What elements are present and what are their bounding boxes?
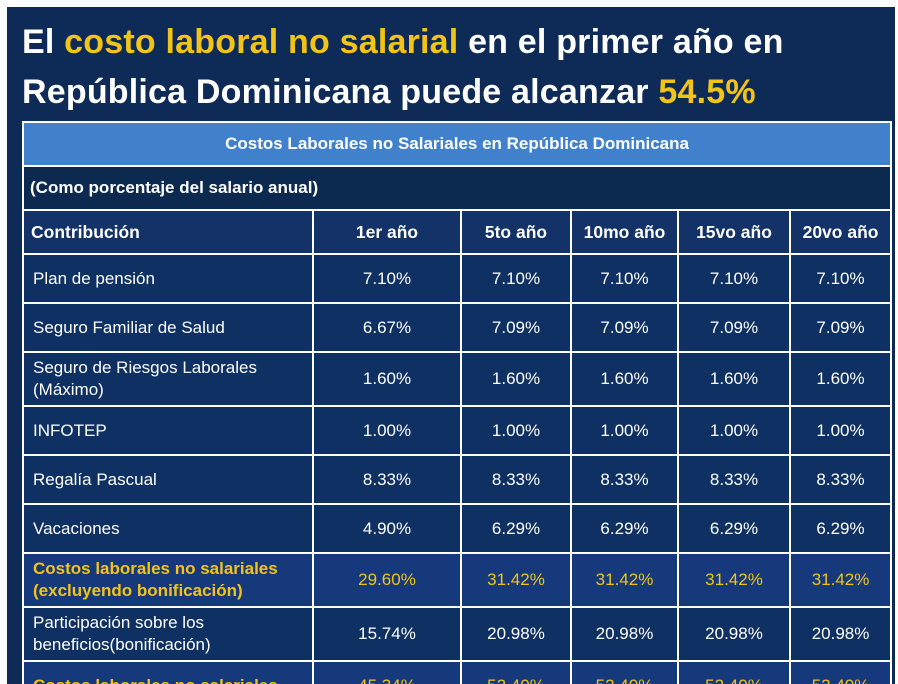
labor-costs-table: Costos Laborales no Salariales en Repúbl…: [21, 121, 893, 684]
table-row: INFOTEP 1.00% 1.00% 1.00% 1.00% 1.00%: [22, 405, 893, 456]
column-header-year: 20vo año: [788, 209, 893, 255]
table-row: Plan de pensión 7.10% 7.10% 7.10% 7.10% 7.10%: [22, 253, 893, 304]
title-highlight-text: costo laboral no salarial: [64, 23, 459, 61]
table-row: Regalía Pascual 8.33% 8.33% 8.33% 8.33% 8.33%: [22, 454, 893, 505]
row-value: 7.09%: [677, 302, 791, 353]
row-value: 6.67%: [312, 302, 462, 353]
row-value: 7.09%: [570, 302, 679, 353]
row-label: Seguro Familiar de Salud: [22, 302, 314, 353]
row-value: 1.60%: [312, 351, 462, 407]
row-value: 1.60%: [788, 351, 893, 407]
row-value: 6.29%: [677, 503, 791, 554]
row-value: 1.00%: [460, 405, 572, 456]
row-value: 20.98%: [677, 606, 791, 662]
row-value: 52.40%: [788, 660, 893, 684]
row-value: 31.42%: [677, 552, 791, 608]
column-header-year: 1er año: [312, 209, 462, 255]
column-header-year: 15vo año: [677, 209, 791, 255]
table-row: Vacaciones 4.90% 6.29% 6.29% 6.29% 6.29%: [22, 503, 893, 554]
row-value: 1.60%: [460, 351, 572, 407]
row-value: 1.00%: [570, 405, 679, 456]
page-title-line-1: El costo laboral no salarial en el prime…: [22, 17, 880, 67]
table-row: Seguro Familiar de Salud 6.67% 7.09% 7.09% 7…: [22, 302, 893, 353]
row-label: INFOTEP: [22, 405, 314, 456]
table-row: Participación sobre los beneficios(bonif…: [22, 606, 893, 662]
row-label: Regalía Pascual: [22, 454, 314, 505]
row-value: 7.10%: [570, 253, 679, 304]
table-row: Costos laborales no salariales45.34%52.4…: [22, 660, 893, 684]
row-value: 4.90%: [312, 503, 462, 554]
column-header-row: Contribución 1er año 5to año 10mo año 15vo a…: [22, 209, 893, 255]
row-value: 1.60%: [677, 351, 791, 407]
table-row: Seguro de Riesgos Laborales (Máximo) 1.60…: [22, 351, 893, 407]
row-value: 52.40%: [460, 660, 572, 684]
row-value: 7.10%: [312, 253, 462, 304]
column-header-year: 5to año: [460, 209, 572, 255]
row-value: 20.98%: [460, 606, 572, 662]
row-value: 52.40%: [570, 660, 679, 684]
title-text: República Dominicana puede alcanzar: [22, 73, 659, 111]
row-value: 1.00%: [677, 405, 791, 456]
title-text: en el primer año en: [458, 23, 784, 61]
row-label: Seguro de Riesgos Laborales (Máximo): [22, 351, 314, 407]
row-value: 8.33%: [570, 454, 679, 505]
row-value: 1.60%: [570, 351, 679, 407]
row-value: 15.74%: [312, 606, 462, 662]
row-label: Costos laborales no salariales: [22, 660, 314, 684]
page-title: El costo laboral no salarial en el prime…: [7, 7, 895, 121]
row-value: 52.40%: [677, 660, 791, 684]
row-value: 31.42%: [788, 552, 893, 608]
slide-background: El costo laboral no salarial en el prime…: [7, 7, 895, 684]
row-value: 20.98%: [570, 606, 679, 662]
column-header-year: 10mo año: [570, 209, 679, 255]
row-label: Costos laborales no salariales (excluyen…: [22, 552, 314, 608]
row-value: 8.33%: [312, 454, 462, 505]
row-value: 7.09%: [788, 302, 893, 353]
title-highlight-text: 54.5%: [658, 73, 756, 111]
table-title: Costos Laborales no Salariales en Repúbl…: [21, 121, 893, 167]
row-value: 8.33%: [788, 454, 893, 505]
page-title-line-2: República Dominicana puede alcanzar 54.5…: [22, 67, 880, 117]
row-value: 7.10%: [788, 253, 893, 304]
row-value: 7.10%: [460, 253, 572, 304]
row-value: 31.42%: [570, 552, 679, 608]
row-value: 31.42%: [460, 552, 572, 608]
row-value: 29.60%: [312, 552, 462, 608]
column-header-contribution: Contribución: [22, 209, 314, 255]
row-value: 8.33%: [460, 454, 572, 505]
row-value: 6.29%: [788, 503, 893, 554]
table-row: Costos laborales no salariales (excluyen…: [22, 552, 893, 608]
row-value: 20.98%: [788, 606, 893, 662]
row-value: 6.29%: [460, 503, 572, 554]
row-label: Plan de pensión: [22, 253, 314, 304]
title-text: El: [22, 23, 65, 61]
row-value: 45.34%: [312, 660, 462, 684]
table-subtitle: (Como porcentaje del salario anual): [21, 165, 893, 211]
row-value: 1.00%: [788, 405, 893, 456]
row-value: 6.29%: [570, 503, 679, 554]
row-value: 7.10%: [677, 253, 791, 304]
row-value: 7.09%: [460, 302, 572, 353]
row-label: Participación sobre los beneficios(bonif…: [22, 606, 314, 662]
row-label: Vacaciones: [22, 503, 314, 554]
row-value: 1.00%: [312, 405, 462, 456]
row-value: 8.33%: [677, 454, 791, 505]
